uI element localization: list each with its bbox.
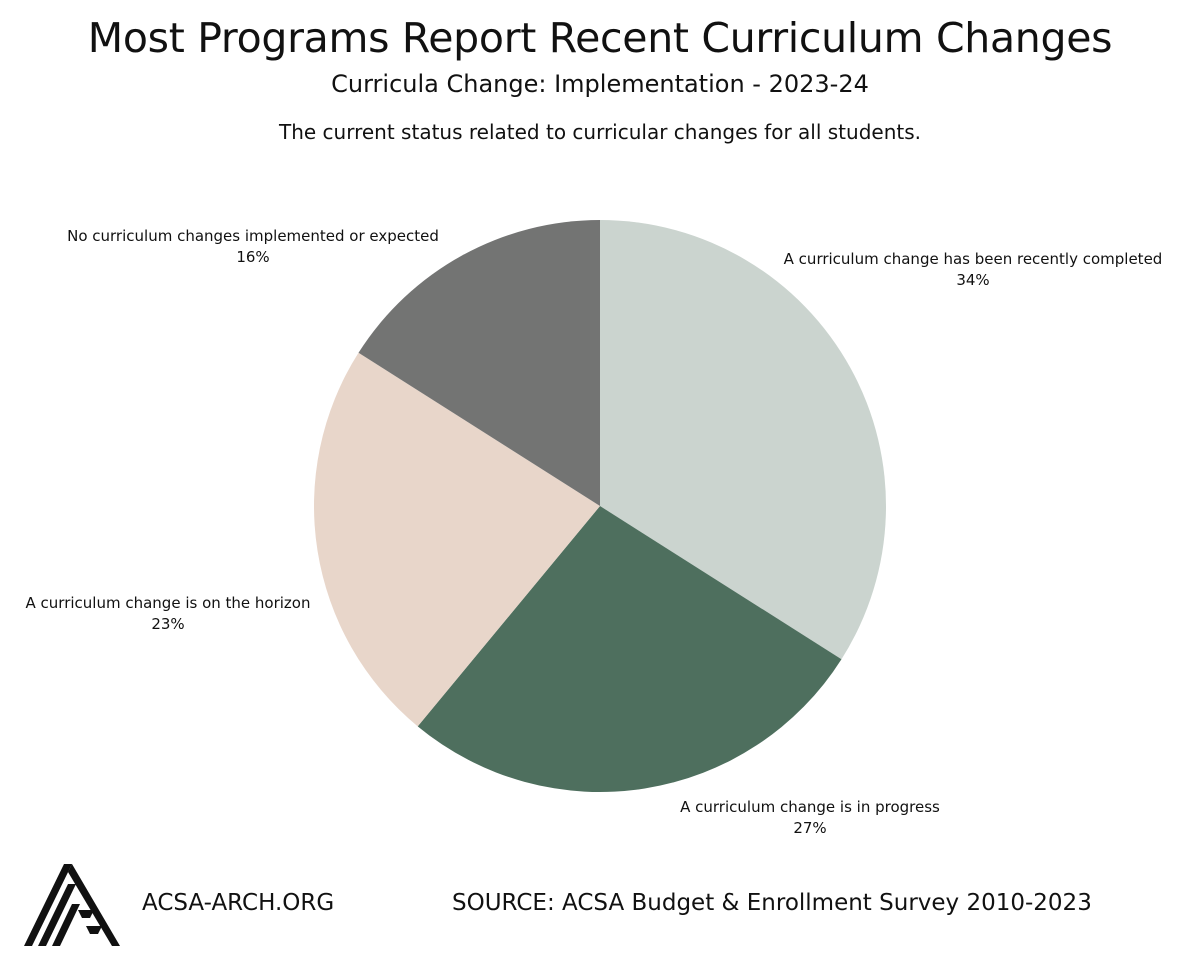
slice-value-label-4: 16% — [236, 248, 269, 266]
pie-labels: A curriculum change has been recently co… — [26, 227, 1163, 837]
pie-slice-2 — [417, 506, 842, 792]
slice-value-label-3: 23% — [151, 615, 184, 633]
slice-label-1: A curriculum change has been recently co… — [784, 250, 1163, 268]
slice-label-3: A curriculum change is on the horizon — [26, 594, 311, 612]
pie-chart: A curriculum change has been recently co… — [26, 220, 1163, 837]
pie-slices — [314, 220, 886, 792]
slice-value-label-2: 27% — [793, 819, 826, 837]
slice-value-label-1: 34% — [956, 271, 989, 289]
pie-slice-3 — [314, 352, 600, 727]
footer-website: ACSA-ARCH.ORG — [142, 890, 335, 916]
footer-source: SOURCE: ACSA Budget & Enrollment Survey … — [452, 890, 1092, 916]
pie-slice-1 — [600, 220, 886, 660]
chart-subtitle: Curricula Change: Implementation - 2023-… — [331, 70, 869, 98]
pie-slice-4 — [358, 220, 600, 506]
chart-description: The current status related to curricular… — [279, 120, 921, 144]
slice-label-2: A curriculum change is in progress — [680, 798, 940, 816]
acsa-triangle-logo-icon — [24, 864, 120, 946]
chart-title: Most Programs Report Recent Curriculum C… — [87, 14, 1113, 62]
slice-label-4: No curriculum changes implemented or exp… — [67, 227, 439, 245]
